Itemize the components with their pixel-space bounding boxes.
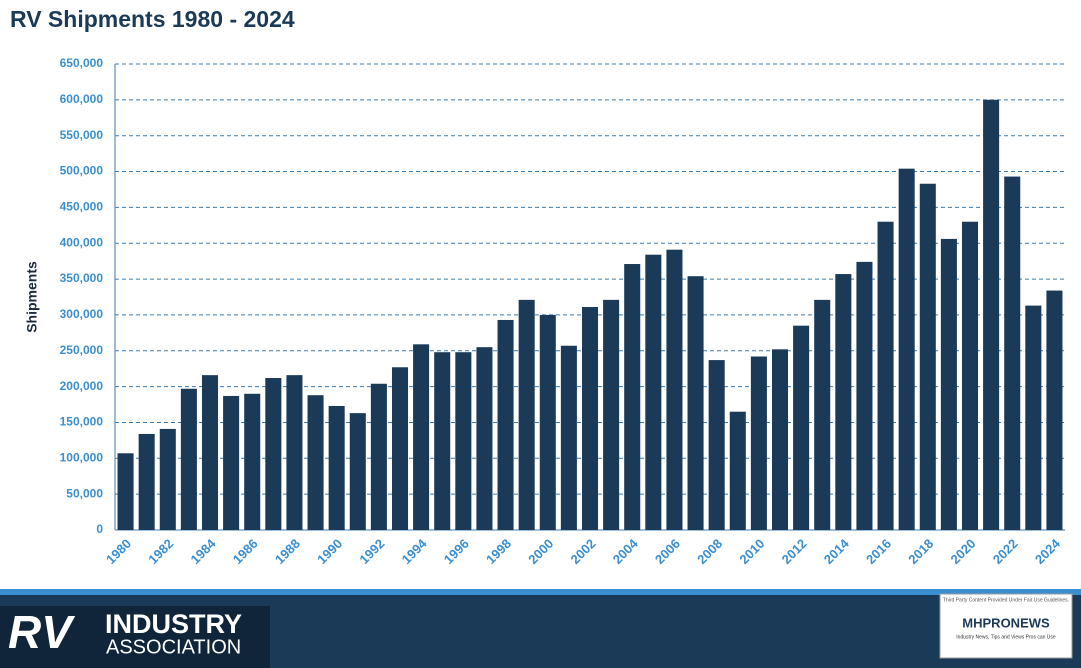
bar bbox=[286, 375, 303, 530]
x-tick-label: 1996 bbox=[441, 536, 472, 567]
x-tick-label: 2004 bbox=[610, 535, 642, 567]
bar bbox=[1025, 305, 1042, 530]
badge bbox=[939, 593, 1073, 659]
badge-tagline: Industry News, Tips and Views Pros can U… bbox=[956, 634, 1056, 640]
x-tick-label: 2024 bbox=[1032, 535, 1064, 567]
x-tick-label: 2014 bbox=[821, 535, 853, 567]
footer-stripe bbox=[0, 589, 1081, 595]
bar bbox=[265, 378, 282, 530]
bar bbox=[328, 405, 345, 530]
x-tick-label: 2020 bbox=[947, 536, 978, 567]
y-tick-label: 150,000 bbox=[60, 415, 104, 429]
bar bbox=[708, 360, 725, 530]
bar bbox=[624, 264, 641, 530]
y-tick-label: 650,000 bbox=[60, 56, 104, 70]
y-tick-label: 300,000 bbox=[60, 307, 104, 321]
x-tick-label: 2008 bbox=[694, 536, 725, 567]
y-tick-label: 450,000 bbox=[60, 200, 104, 214]
bar bbox=[518, 299, 535, 530]
x-tick-label: 1988 bbox=[272, 536, 303, 567]
bar bbox=[1046, 290, 1063, 530]
x-tick-label: 1994 bbox=[399, 535, 431, 567]
bar bbox=[497, 319, 514, 530]
x-tick-label: 1982 bbox=[145, 536, 176, 567]
x-tick-label: 2012 bbox=[779, 536, 810, 567]
bar bbox=[750, 356, 767, 530]
bar bbox=[138, 433, 155, 530]
x-tick-label: 1992 bbox=[356, 536, 387, 567]
bar bbox=[413, 344, 430, 530]
logo-box bbox=[0, 606, 270, 668]
bar bbox=[940, 238, 957, 530]
logo-main: RV bbox=[8, 606, 75, 658]
bar bbox=[856, 261, 873, 530]
x-tick-label: 1986 bbox=[230, 536, 261, 567]
bar bbox=[771, 349, 789, 530]
x-tick-label: 2018 bbox=[905, 536, 936, 567]
bar bbox=[307, 395, 324, 530]
bar bbox=[539, 314, 556, 530]
logo-line1: INDUSTRY bbox=[105, 609, 242, 639]
footer: RV INDUSTRY ASSOCIATION Third Party Cont… bbox=[0, 589, 1081, 668]
logo-line2: ASSOCIATION bbox=[106, 636, 241, 658]
x-tick-label: 1998 bbox=[483, 536, 514, 567]
x-tick-label: 2006 bbox=[652, 536, 683, 567]
x-tick-label: 2022 bbox=[990, 536, 1021, 567]
bar bbox=[687, 276, 704, 530]
y-tick-label: 600,000 bbox=[60, 92, 104, 106]
bar bbox=[180, 388, 197, 530]
x-tick-label: 2016 bbox=[863, 536, 894, 567]
bar bbox=[349, 413, 366, 530]
y-tick-label: 400,000 bbox=[60, 235, 104, 249]
y-tick-label: 200,000 bbox=[60, 379, 104, 393]
y-tick-label: 500,000 bbox=[60, 164, 104, 178]
y-tick-label: 350,000 bbox=[60, 271, 104, 285]
x-tick-label: 2002 bbox=[567, 536, 598, 567]
bar bbox=[835, 274, 852, 530]
badge-name: MHPRONEWS bbox=[962, 615, 1050, 630]
y-tick-label: 550,000 bbox=[60, 128, 104, 142]
y-tick-label: 100,000 bbox=[60, 450, 104, 464]
x-tick-label: 2000 bbox=[525, 536, 556, 567]
bar bbox=[581, 307, 599, 530]
bar bbox=[666, 249, 683, 530]
bar bbox=[244, 393, 261, 530]
bar bbox=[117, 453, 134, 530]
y-tick-label: 0 bbox=[96, 522, 103, 536]
bar bbox=[961, 221, 979, 530]
bar bbox=[476, 347, 493, 530]
bar bbox=[898, 168, 915, 530]
bar bbox=[455, 352, 472, 530]
bar bbox=[603, 299, 620, 530]
x-tick-label: 2010 bbox=[736, 536, 767, 567]
badge-note: Third Party Content Provided Under Fair … bbox=[943, 597, 1069, 603]
y-tick-label: 50,000 bbox=[66, 486, 103, 500]
bar bbox=[223, 395, 240, 530]
bar bbox=[201, 375, 219, 530]
bar bbox=[645, 254, 662, 530]
bar bbox=[919, 183, 936, 531]
bar bbox=[793, 325, 810, 530]
bar bbox=[814, 299, 831, 530]
y-axis-label: Shipments bbox=[24, 261, 40, 333]
bar bbox=[159, 428, 176, 530]
bar bbox=[729, 411, 746, 530]
x-tick-label: 1980 bbox=[103, 536, 134, 567]
y-tick-label: 250,000 bbox=[60, 343, 104, 357]
bar bbox=[983, 99, 1000, 530]
chart-title: RV Shipments 1980 - 2024 bbox=[10, 6, 295, 32]
bar bbox=[391, 367, 409, 530]
bar bbox=[370, 383, 387, 530]
bar bbox=[877, 221, 894, 530]
x-tick-label: 1990 bbox=[314, 536, 345, 567]
x-tick-label: 1984 bbox=[187, 535, 219, 567]
bar bbox=[1004, 176, 1021, 530]
bar bbox=[560, 345, 577, 530]
bar bbox=[434, 352, 451, 530]
